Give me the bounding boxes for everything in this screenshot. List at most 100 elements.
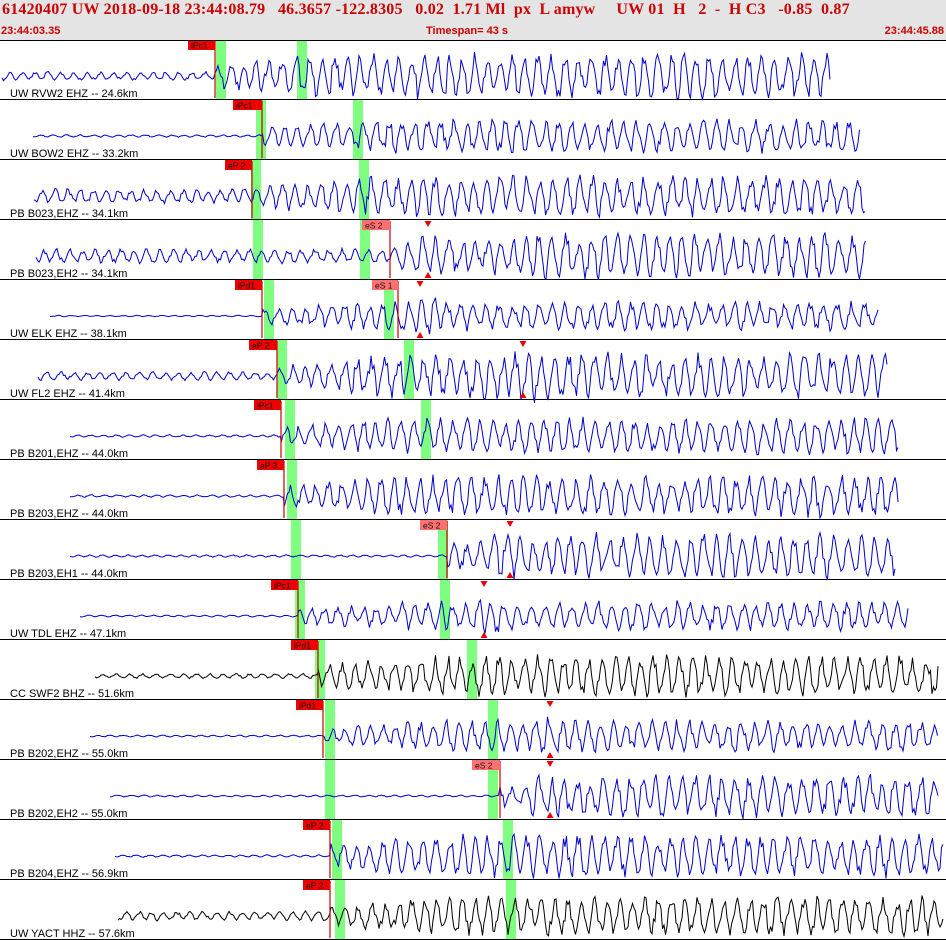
arrival-marker [325, 700, 335, 759]
seismogram-panel[interactable]: iPc1 UW RVW2 EHZ -- 24.6km iPc1 UW BOW2 EHZ… [0, 40, 946, 940]
waveform-trace [114, 832, 944, 879]
pick-label: eP 2 [252, 341, 270, 351]
waveform-trace [1, 51, 831, 101]
amplitude-max-triangle [546, 761, 554, 767]
pick-label: eP 3 [260, 461, 278, 471]
channel-row[interactable]: eS 2 PB B023,EH2 -- 34.1km [0, 220, 946, 280]
pick-label: iPd1 [299, 701, 316, 711]
amplitude-max-triangle [546, 701, 554, 707]
arrival-marker [315, 640, 325, 699]
p-pick-marker[interactable]: eP 2 [249, 340, 278, 398]
p-pick-marker[interactable]: iPd1 [235, 280, 263, 338]
pick-label: eS 2 [365, 221, 383, 231]
s-pick-marker[interactable]: eS 1 [372, 280, 399, 338]
channel-row[interactable]: iPc1 UW RVW2 EHZ -- 24.6km [0, 40, 946, 101]
channel-row[interactable]: eP 3 PB B203,EHZ -- 44.0km [0, 460, 946, 520]
pick-tag [303, 880, 330, 890]
channel-label: UW FL2 EHZ -- 41.4km [10, 388, 125, 400]
amplitude-min-triangle [546, 752, 554, 758]
channel-row[interactable]: iPc1 UW TDL EHZ -- 47.1km [0, 580, 946, 640]
pick-label: iPd1 [294, 641, 311, 651]
waveform-trace [117, 895, 944, 939]
pick-label: eP 2 [306, 881, 324, 891]
pick-tag [291, 640, 318, 650]
arrival-marker [404, 340, 414, 399]
channel-label: PB B204,EHZ -- 56.9km [10, 868, 128, 880]
amplitude-min-triangle [519, 392, 527, 398]
channel-row[interactable]: iPd1 PB B202,EHZ -- 55.0km [0, 700, 946, 760]
channel-row[interactable]: iPc1 PB B201,EHZ -- 44.0km [0, 400, 946, 460]
waveform-trace [33, 117, 860, 154]
s-pick-marker[interactable]: eS 2 [362, 220, 391, 278]
waveform-trace [69, 530, 896, 580]
channel-row[interactable]: eP 2 PB B023,EHZ -- 34.1km [0, 160, 946, 220]
pick-tag [188, 40, 215, 50]
end-time-label: 23:44:45.88 [884, 25, 944, 37]
arrival-marker [488, 700, 498, 759]
p-pick-marker[interactable]: eP 2 [225, 160, 253, 218]
p-pick-marker[interactable]: iPd1 [291, 640, 319, 698]
channel-row[interactable]: iPd1 eS 1 UW ELK EHZ -- 38.1km [0, 280, 946, 340]
arrival-marker [440, 580, 450, 639]
arrival-marker [335, 880, 345, 939]
pick-tag [296, 700, 323, 710]
arrival-marker [353, 100, 363, 159]
channel-row[interactable]: eS 2 PB B203,EH1 -- 44.0km [0, 520, 946, 580]
p-pick-marker[interactable]: iPd1 [296, 700, 324, 758]
channel-row[interactable]: eP 2 UW YACT HHZ -- 57.6km [0, 880, 946, 940]
channel-row[interactable]: iPc1 UW BOW2 EHZ -- 33.2km [0, 100, 946, 160]
timespan-label: Timespan= 43 s [426, 25, 509, 37]
arrival-marker [325, 760, 335, 819]
p-pick-marker[interactable]: eP 3 [257, 460, 285, 518]
pick-tag [233, 100, 262, 110]
p-pick-marker[interactable]: eP 2 [303, 820, 331, 878]
channel-row[interactable]: eP 2 UW FL2 EHZ -- 41.4km [0, 340, 946, 403]
channel-row[interactable]: eP 2 PB B204,EHZ -- 56.9km [0, 820, 946, 880]
pick-tag [472, 760, 500, 770]
channel-row[interactable]: iPd1 CC SWF2 BHZ -- 51.6km [0, 640, 946, 700]
waveform-trace [69, 474, 899, 520]
p-pick-marker[interactable]: iPc1 [271, 580, 299, 638]
amplitude-min-triangle [416, 332, 424, 338]
amplitude-max-triangle [519, 341, 527, 347]
channel-label: CC SWF2 BHZ -- 51.6km [10, 688, 134, 700]
pick-tag [257, 460, 284, 470]
pick-label: eP 2 [228, 161, 246, 171]
channel-label: PB B203,EHZ -- 44.0km [10, 508, 128, 520]
waveform-trace [37, 350, 888, 403]
arrival-marker [216, 40, 226, 99]
s-pick-marker[interactable]: eS 2 [420, 520, 448, 578]
channel-label: PB B203,EH1 -- 44.0km [10, 568, 127, 580]
pick-tag [235, 280, 262, 290]
arrival-marker [360, 220, 370, 279]
p-pick-marker[interactable]: eP 2 [303, 880, 331, 938]
arrival-marker [506, 880, 516, 939]
pick-tag [372, 280, 398, 290]
arrival-marker [287, 460, 297, 519]
arrival-marker [332, 820, 342, 879]
start-time-label: 23:44:03.35 [1, 25, 61, 37]
amplitude-max-triangle [424, 221, 432, 227]
amplitude-max-triangle [506, 521, 514, 527]
pick-label: iPc1 [257, 401, 274, 411]
p-pick-marker[interactable]: iPc1 [233, 100, 263, 158]
arrival-marker [438, 520, 448, 579]
waveform-trace [109, 773, 939, 820]
pick-label: iPd1 [238, 281, 255, 291]
arrival-marker [359, 160, 369, 219]
pick-label: eS 2 [475, 761, 493, 771]
pick-tag [225, 160, 252, 170]
p-pick-marker[interactable]: iPc1 [188, 40, 216, 98]
event-summary-line: 61420407 UW 2018-09-18 23:44:08.79 46.36… [2, 1, 850, 18]
amplitude-min-triangle [506, 572, 514, 578]
channel-row[interactable]: eS 2 PB B202,EH2 -- 55.0km [0, 760, 946, 820]
waveform-header: 61420407 UW 2018-09-18 23:44:08.79 46.36… [0, 0, 946, 40]
arrival-marker [488, 760, 498, 819]
arrival-marker [291, 520, 301, 579]
pick-tag [303, 820, 330, 830]
waveform-trace [69, 416, 899, 456]
pick-tag [249, 340, 277, 350]
p-pick-marker[interactable]: iPc1 [254, 400, 282, 458]
channel-label: UW ELK EHZ -- 38.1km [10, 328, 127, 340]
s-pick-marker[interactable]: eS 2 [472, 760, 501, 818]
